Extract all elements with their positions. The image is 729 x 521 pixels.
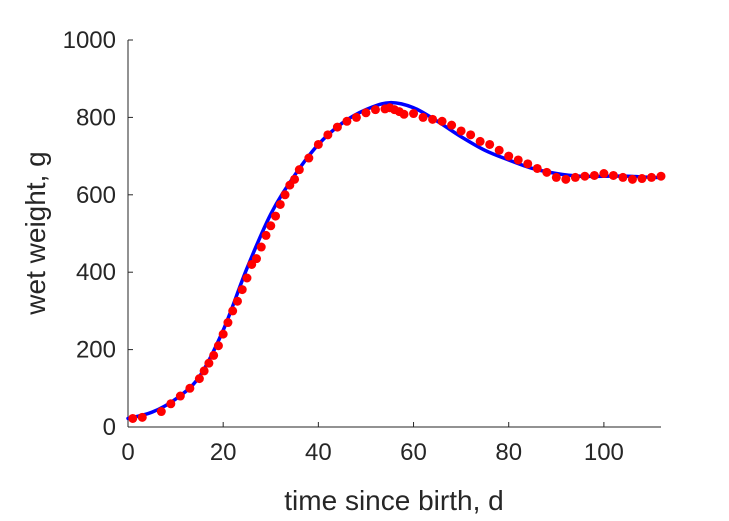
data-point [589, 170, 599, 180]
x-tick-label: 0 [121, 439, 134, 466]
x-tick-label: 20 [210, 439, 237, 466]
data-point [428, 114, 438, 124]
data-point [637, 174, 647, 184]
data-point [504, 151, 514, 161]
data-point [570, 172, 580, 182]
data-point [466, 130, 476, 140]
data-point [251, 254, 261, 264]
data-point [399, 109, 409, 119]
data-point [608, 170, 618, 180]
data-point [237, 285, 247, 295]
data-point [256, 242, 266, 252]
data-point [523, 159, 533, 169]
data-point [580, 171, 590, 181]
data-point [485, 139, 495, 149]
data-point [323, 130, 333, 140]
data-point [242, 273, 252, 283]
data-point [209, 350, 219, 360]
data-point [456, 126, 466, 136]
data-point [447, 120, 457, 130]
data-point [513, 155, 523, 165]
data-point [194, 374, 204, 384]
data-point [204, 358, 214, 368]
data-point [646, 172, 656, 182]
y-tick-label: 400 [76, 259, 116, 286]
data-point [542, 167, 552, 177]
data-point [294, 165, 304, 175]
x-tick-label: 80 [495, 439, 522, 466]
y-tick-label: 200 [76, 337, 116, 364]
data-point [370, 105, 380, 115]
data-point [137, 412, 147, 422]
data-point [351, 112, 361, 122]
data-point [199, 366, 209, 376]
data-point [618, 172, 628, 182]
plot-area [126, 100, 666, 423]
data-point [313, 139, 323, 149]
data-point [342, 116, 352, 126]
data-point [213, 341, 223, 351]
data-point [232, 296, 242, 306]
data-point [175, 391, 185, 401]
data-point [494, 145, 504, 155]
y-tick-label: 600 [76, 182, 116, 209]
data-point [166, 399, 176, 409]
data-point [561, 174, 571, 184]
data-point [280, 190, 290, 200]
data-point [551, 172, 561, 182]
data-point [656, 171, 666, 181]
data-point [418, 112, 428, 122]
data-point [599, 169, 609, 179]
data-point [475, 136, 485, 146]
data-point [271, 211, 281, 221]
data-point [223, 318, 233, 328]
y-tick-label: 800 [76, 104, 116, 131]
data-point [290, 174, 300, 184]
data-point [627, 174, 637, 184]
data-point [304, 153, 314, 163]
data-point [332, 122, 342, 132]
data-point [185, 383, 195, 393]
data-point [437, 116, 447, 126]
data-point [218, 329, 228, 339]
y-axis-label: wet weight, g [20, 151, 51, 315]
data-point [156, 407, 166, 417]
y-tick-label: 1000 [63, 27, 116, 54]
data-point [261, 230, 271, 240]
y-tick-label: 0 [103, 414, 116, 441]
x-tick-label: 40 [305, 439, 332, 466]
x-tick-label: 60 [400, 439, 427, 466]
data-point [409, 109, 419, 119]
x-tick-label: 100 [584, 439, 624, 466]
data-point [275, 199, 285, 209]
data-point [228, 306, 238, 316]
data-point [532, 163, 542, 173]
data-point [361, 108, 371, 118]
data-point [266, 221, 276, 231]
data-point [128, 413, 138, 423]
x-axis-label: time since birth, d [284, 485, 503, 516]
